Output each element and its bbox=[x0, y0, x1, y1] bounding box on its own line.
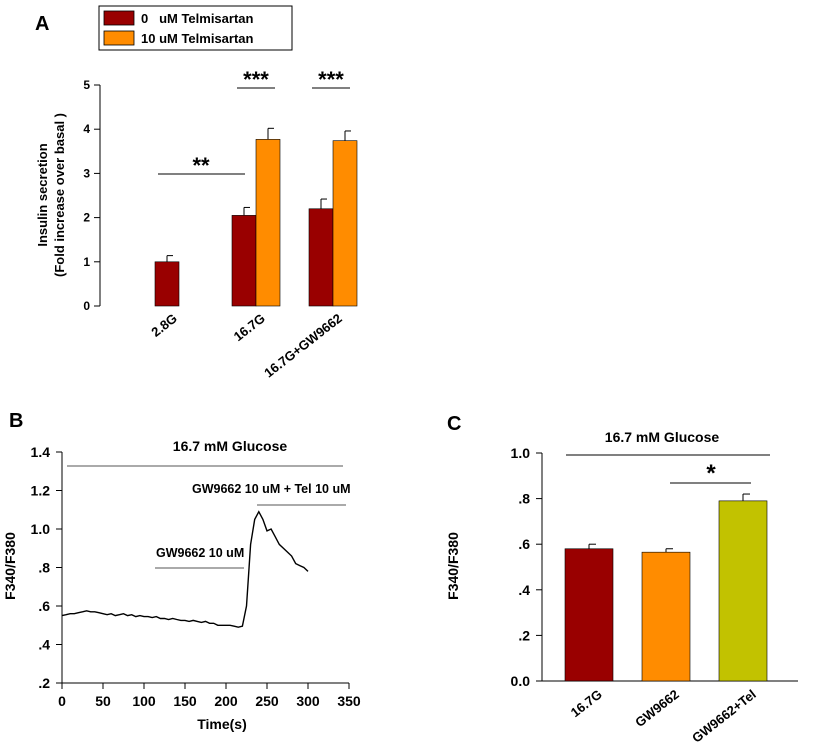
legend-swatch-1 bbox=[103, 30, 135, 46]
bar bbox=[718, 500, 768, 682]
x-tick-label: 150 bbox=[173, 693, 197, 709]
bars-c bbox=[564, 493, 768, 682]
panel-a: A 0 uM Telmisartan 10 uM Telmisartan 0 1 2… bbox=[35, 5, 358, 381]
category-label: 16.7G bbox=[231, 311, 268, 345]
bar bbox=[154, 261, 180, 307]
x-tick-label: 250 bbox=[255, 693, 279, 709]
y-tick-label: 1.2 bbox=[31, 483, 51, 499]
x-tick-label: 350 bbox=[337, 693, 361, 709]
y-tick-label: .6 bbox=[518, 536, 530, 552]
y-tick-label: 1.4 bbox=[31, 444, 51, 460]
y-tick-label: 1 bbox=[83, 255, 90, 269]
category-label: 2.8G bbox=[148, 311, 179, 340]
category-label: 16.7G bbox=[568, 687, 605, 721]
y-tick-label: .2 bbox=[38, 675, 50, 691]
y-tick-label: .6 bbox=[38, 598, 50, 614]
bar bbox=[231, 215, 257, 307]
y-tick-label: .8 bbox=[518, 491, 530, 507]
panel-b: B .2 .4 .6 .8 1.0 1.2 1.4 0 50 100 150 200 250 300 35… bbox=[2, 410, 361, 732]
category-label: GW9662 bbox=[632, 687, 682, 730]
y-tick-label: 0.0 bbox=[511, 673, 531, 689]
bar bbox=[332, 140, 358, 307]
y-label-c: F340/F380 bbox=[445, 532, 461, 600]
bar bbox=[564, 548, 614, 682]
x-tick-label: 200 bbox=[214, 693, 238, 709]
y-label-b: F340/F380 bbox=[2, 532, 18, 600]
legend-swatch-0 bbox=[103, 10, 135, 26]
x-tick-label: 50 bbox=[95, 693, 111, 709]
sig-marker: *** bbox=[243, 67, 269, 92]
legend: 0 uM Telmisartan 10 uM Telmisartan bbox=[98, 5, 293, 51]
legend-label-1: 10 uM Telmisartan bbox=[141, 31, 254, 46]
x-label-b: Time(s) bbox=[197, 716, 247, 732]
y-tick-label: 3 bbox=[83, 166, 90, 180]
bar bbox=[255, 139, 281, 307]
title-c: 16.7 mM Glucose bbox=[605, 429, 720, 445]
y-tick-label: .4 bbox=[38, 637, 50, 653]
bar bbox=[308, 208, 334, 307]
y-tick-label: 5 bbox=[83, 78, 90, 92]
x-tick-label: 100 bbox=[132, 693, 156, 709]
y-tick-label: 2 bbox=[83, 211, 90, 225]
category-label: 16.7G+GW9662 bbox=[261, 311, 345, 381]
y-ticks-a: 0 1 2 3 4 5 bbox=[83, 78, 100, 313]
y-label-a-2: (Fold increase over basal ) bbox=[52, 113, 67, 277]
y-label-a-1: Insulin secretion bbox=[35, 143, 50, 246]
sig-marker: *** bbox=[318, 67, 344, 92]
bars-a bbox=[154, 127, 358, 307]
panel-label-a: A bbox=[35, 13, 49, 35]
y-tick-label: 1.0 bbox=[31, 521, 51, 537]
panel-label-b: B bbox=[9, 410, 23, 432]
y-tick-label: 1.0 bbox=[511, 445, 531, 461]
y-tick-label: .4 bbox=[518, 582, 530, 598]
y-tick-label: .8 bbox=[38, 560, 50, 576]
legend-label-0: 0 uM Telmisartan bbox=[141, 11, 254, 26]
sig-marker: ** bbox=[192, 153, 210, 178]
y-tick-label: .2 bbox=[518, 627, 530, 643]
annotation-gw: GW9662 10 uM bbox=[156, 546, 244, 560]
x-tick-label: 0 bbox=[58, 693, 66, 709]
panel-label-c: C bbox=[447, 413, 461, 435]
category-label: GW9662+Tel bbox=[689, 687, 759, 746]
title-b: 16.7 mM Glucose bbox=[173, 438, 288, 454]
x-tick-label: 300 bbox=[296, 693, 320, 709]
bar bbox=[641, 551, 691, 682]
calcium-trace-line bbox=[61, 510, 309, 628]
sig-marker: * bbox=[706, 460, 716, 487]
y-ticks-b: .2 .4 .6 .8 1.0 1.2 1.4 bbox=[31, 444, 62, 691]
y-tick-label: 4 bbox=[83, 122, 90, 136]
annotation-tel: GW9662 10 uM + Tel 10 uM bbox=[192, 482, 351, 496]
y-ticks-c: 0.0 .2 .4 .6 .8 1.0 bbox=[511, 445, 542, 689]
panel-c: C 0.0 .2 .4 .6 .8 1.0 F340/F380 16.7 mM Gluco… bbox=[445, 413, 798, 746]
x-ticks-b: 0 50 100 150 200 250 300 350 bbox=[58, 683, 361, 709]
y-tick-label: 0 bbox=[83, 299, 90, 313]
